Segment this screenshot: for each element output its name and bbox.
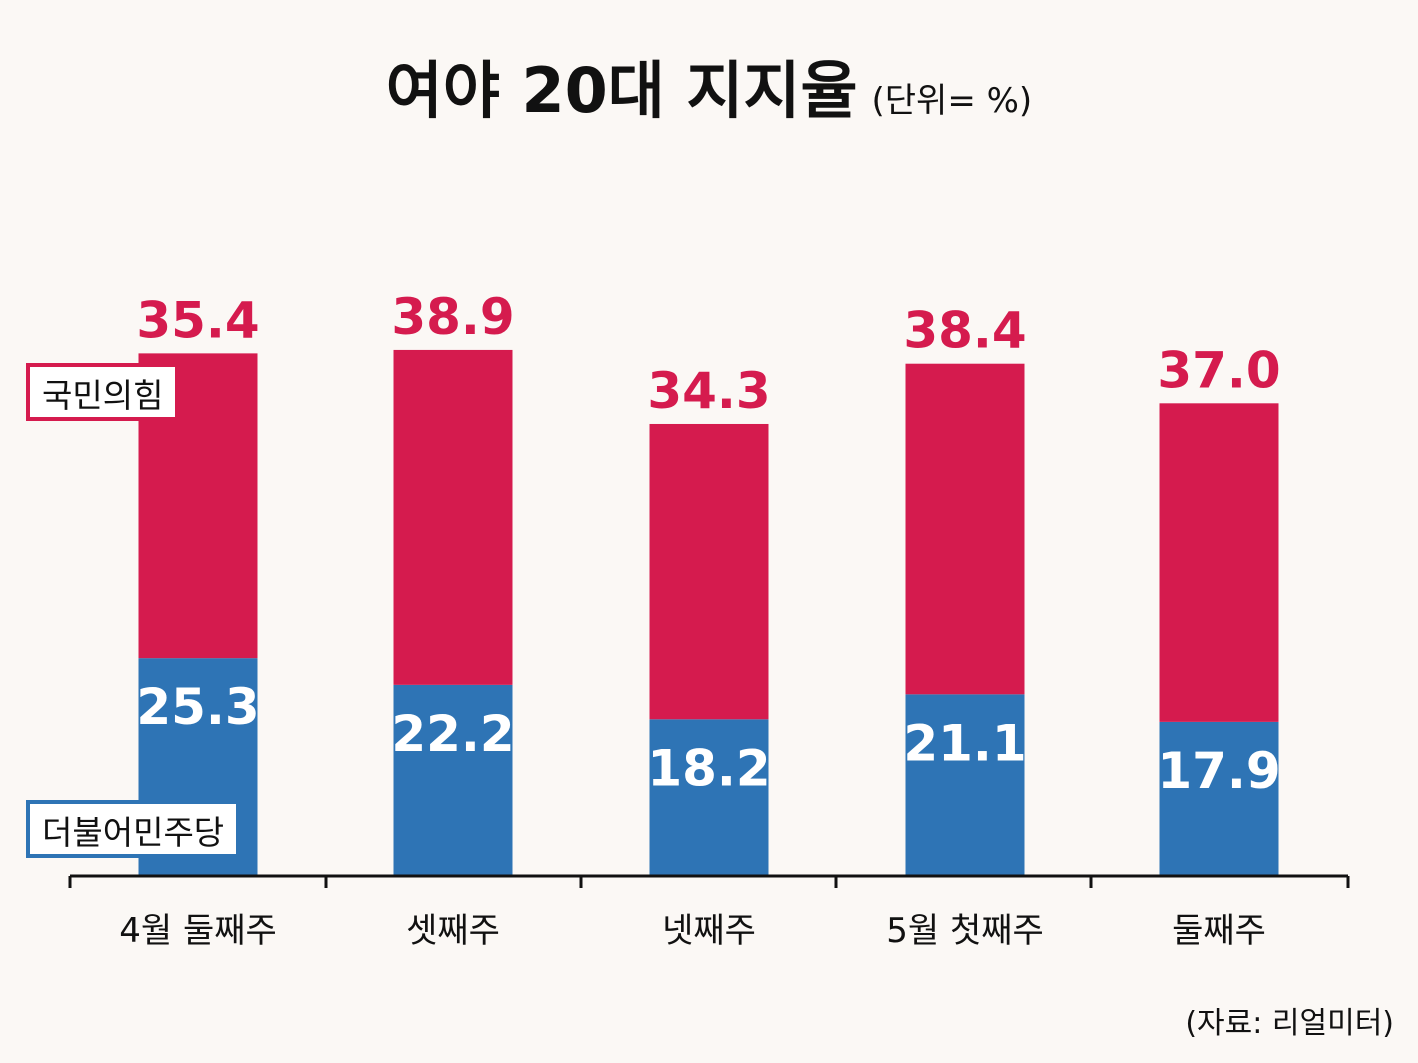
source-note: (자료: 리얼미터) — [1185, 1006, 1394, 1041]
x-tick-label-4: 둘째주 — [1172, 911, 1266, 951]
labels-layer: 25.3 35.4 4월 둘째주 22.2 38.9 셋째주 18.2 34.3 넷째주 21.1… — [119, 288, 1280, 951]
value-label-ppp-4: 37.0 — [1157, 341, 1280, 399]
bar-ppp-3 — [905, 363, 1025, 695]
title-block: 여야 20대 지지율 (단위= %) — [0, 40, 1418, 130]
bars-layer — [138, 349, 1279, 876]
value-label-ppp-2: 34.3 — [647, 362, 770, 420]
x-axis — [68, 874, 1350, 888]
value-label-ppp-0: 35.4 — [136, 291, 259, 349]
value-label-dp-2: 18.2 — [647, 739, 770, 797]
bar-dp-1 — [393, 684, 513, 876]
value-label-dp-4: 17.9 — [1157, 742, 1280, 800]
value-label-dp-3: 21.1 — [903, 714, 1026, 772]
value-label-dp-0: 25.3 — [136, 678, 259, 736]
legend-ppp: 국민의힘 — [26, 363, 180, 421]
x-tick-label-0: 4월 둘째주 — [119, 911, 277, 951]
unit-label: (단위= %) — [871, 81, 1033, 121]
bar-dp-4 — [1159, 721, 1279, 876]
x-tick-label-3: 5월 첫째주 — [886, 911, 1044, 951]
value-label-ppp-3: 38.4 — [903, 302, 1026, 360]
bar-dp-2 — [649, 719, 769, 876]
value-label-ppp-1: 38.9 — [391, 288, 514, 346]
bar-ppp-4 — [1159, 403, 1279, 722]
value-label-dp-1: 22.2 — [391, 705, 514, 763]
x-tick-label-2: 넷째주 — [662, 911, 756, 951]
bar-dp-3 — [905, 694, 1025, 876]
x-tick-label-1: 셋째주 — [406, 911, 500, 951]
legend-dp: 더불어민주당 — [26, 800, 241, 858]
chart-title: 여야 20대 지지율 — [385, 54, 858, 127]
bar-ppp-1 — [393, 349, 513, 685]
bar-ppp-2 — [649, 423, 769, 720]
